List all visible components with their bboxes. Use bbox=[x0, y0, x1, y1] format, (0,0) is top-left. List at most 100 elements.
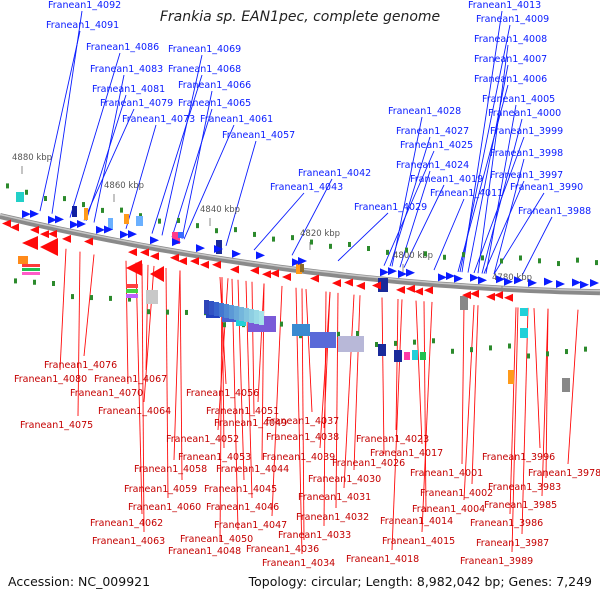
feature-block bbox=[209, 301, 214, 315]
forward-gene-arrow bbox=[30, 209, 39, 218]
feature-block bbox=[126, 294, 138, 298]
forward-gene-arrow bbox=[454, 274, 463, 283]
reverse-gene-label: Franean1_3986 bbox=[470, 518, 543, 529]
forward-gene-arrow bbox=[55, 215, 64, 224]
forward-gene-leader bbox=[151, 74, 203, 234]
reverse-gene-label: Franean1_4062 bbox=[90, 518, 163, 529]
forward-gene-arrow bbox=[380, 268, 389, 277]
reverse-gene-arrow bbox=[10, 223, 19, 232]
forward-gene-label: Franean1_4028 bbox=[388, 106, 461, 117]
reverse-gene-label: Franean1_4038 bbox=[266, 432, 339, 443]
forward-gene-leader bbox=[69, 52, 121, 218]
reverse-gene-leader bbox=[165, 268, 169, 499]
forward-gene-arrow bbox=[514, 276, 523, 285]
feature-block bbox=[562, 378, 570, 392]
reverse-gene-leader bbox=[521, 307, 529, 535]
reverse-gene-leader bbox=[391, 299, 403, 551]
forward-gene-label: Franean1_4086 bbox=[86, 42, 159, 53]
feature-block bbox=[126, 284, 138, 288]
reverse-gene-label: Franean1_4030 bbox=[308, 474, 381, 485]
reverse-gene-label: Franean1_4075 bbox=[20, 420, 93, 431]
reverse-gene-arrow bbox=[212, 260, 221, 269]
feature-block bbox=[394, 350, 402, 362]
ring-tick bbox=[215, 228, 218, 234]
forward-gene-leader bbox=[521, 216, 553, 276]
ring-tick bbox=[557, 261, 560, 267]
reverse-gene-label: Franean1_4052 bbox=[166, 434, 239, 445]
feature-block bbox=[224, 304, 229, 318]
ring-tick bbox=[291, 235, 294, 241]
forward-gene-leader bbox=[183, 124, 235, 240]
reverse-gene-arrow bbox=[150, 252, 159, 261]
ring-tick bbox=[71, 294, 74, 300]
reverse-gene-label: Franean1_4058 bbox=[134, 464, 207, 475]
feature-block bbox=[16, 192, 24, 202]
ring-tick bbox=[280, 321, 283, 327]
ring-tick bbox=[234, 227, 237, 233]
reverse-gene-label: Franean1_4051 bbox=[206, 406, 279, 417]
reverse-gene-arrow bbox=[270, 269, 279, 278]
ring-tick bbox=[14, 278, 17, 284]
reverse-gene-label: Franean1_4026 bbox=[332, 458, 405, 469]
reverse-gene-leader bbox=[533, 308, 541, 449]
reverse-gene-leader bbox=[415, 300, 423, 445]
reverse-gene-leader bbox=[141, 263, 145, 533]
forward-gene-arrow bbox=[496, 275, 505, 284]
forward-gene-label: Franean1_4069 bbox=[168, 44, 241, 55]
reverse-gene-label: Franean1_3987 bbox=[476, 538, 549, 549]
feature-block bbox=[460, 296, 468, 310]
ring-tick bbox=[90, 295, 93, 301]
forward-gene-leader bbox=[337, 212, 389, 262]
reverse-gene-leader bbox=[421, 301, 433, 533]
forward-gene-arrow bbox=[388, 267, 397, 276]
forward-gene-leader bbox=[383, 150, 435, 266]
reverse-gene-leader bbox=[143, 265, 155, 403]
reverse-gene-label: Franean1_3989 bbox=[460, 556, 533, 567]
forward-gene-arrow bbox=[470, 273, 479, 282]
forward-gene-label: Franean1_4042 bbox=[298, 168, 371, 179]
feature-block bbox=[508, 370, 514, 384]
reverse-gene-arrow bbox=[48, 229, 57, 238]
reverse-gene-arrow bbox=[2, 219, 11, 228]
forward-gene-label: Franean1_4000 bbox=[488, 108, 561, 119]
reverse-gene-arrow bbox=[140, 248, 149, 257]
scale-label: 4780 kbp bbox=[492, 273, 532, 283]
forward-gene-arrow bbox=[232, 249, 241, 258]
feature-block bbox=[84, 208, 88, 220]
forward-gene-label: Franean1_4091 bbox=[46, 20, 119, 31]
reverse-gene-label: Franean1_4070 bbox=[70, 388, 143, 399]
feature-block bbox=[178, 232, 184, 238]
feature-block bbox=[520, 308, 528, 316]
forward-gene-leader bbox=[39, 30, 81, 212]
feature-block bbox=[126, 289, 138, 293]
reverse-gene-label: Franean1_4039 bbox=[262, 452, 335, 463]
forward-gene-leader bbox=[83, 108, 135, 221]
forward-gene-label: Franean1_4073 bbox=[122, 114, 195, 125]
reverse-gene-arrow bbox=[62, 234, 71, 243]
feature-block bbox=[229, 305, 234, 319]
ring-tick bbox=[424, 251, 427, 257]
forward-gene-label: Franean1_4061 bbox=[200, 114, 273, 125]
reverse-gene-leader bbox=[423, 301, 427, 513]
feature-block bbox=[296, 262, 302, 274]
reverse-gene-arrow bbox=[84, 237, 93, 246]
forward-gene-leader bbox=[161, 54, 203, 236]
forward-gene-arrow bbox=[478, 276, 487, 285]
forward-gene-leader bbox=[473, 136, 525, 274]
ring-tick bbox=[519, 255, 522, 261]
forward-gene-label: Franean1_4083 bbox=[90, 64, 163, 75]
reverse-gene-leader bbox=[219, 277, 223, 543]
reverse-gene-label: Franean1_4037 bbox=[266, 416, 339, 427]
reverse-gene-label: Franean1_4015 bbox=[382, 536, 455, 547]
forward-gene-label: Franean1_4007 bbox=[474, 54, 547, 65]
reverse-gene-leader bbox=[541, 308, 549, 497]
forward-gene-arrow bbox=[196, 244, 205, 253]
scale-label: 4820 kbp bbox=[300, 229, 340, 239]
reverse-gene-leader bbox=[511, 307, 519, 553]
reverse-gene-label: Franean1_4036 bbox=[246, 544, 319, 555]
forward-gene-arrow bbox=[572, 278, 581, 287]
ring-tick bbox=[196, 223, 199, 229]
ring-tick bbox=[432, 338, 435, 344]
feature-block bbox=[244, 308, 249, 322]
